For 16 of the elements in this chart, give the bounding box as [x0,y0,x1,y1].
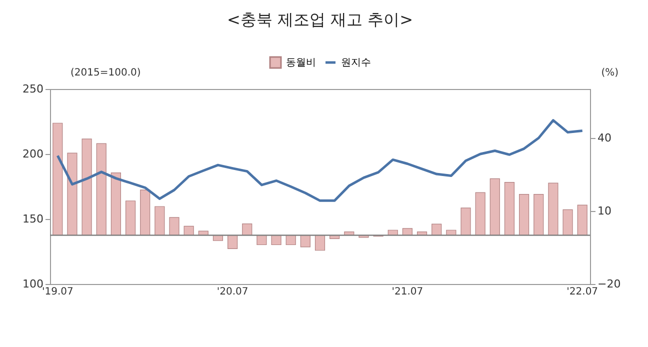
y2-tick-label: 40 [598,131,612,144]
chart-title: <충북 제조업 재고 추이> [226,10,414,29]
x-tick-label: '19.07 [42,286,74,298]
y-tick-label: 150 [22,212,44,226]
y-axis-title: (2015=100.0) [70,68,141,78]
y-tick-label: 100 [22,278,44,290]
y-tick-label: 200 [22,148,44,160]
x-tick-label: '20.07 [216,286,248,298]
y-tick-label: 250 [22,82,44,96]
x-tick-label: '22.07 [566,286,598,298]
y2-tick-label: −20 [598,278,621,290]
legend-label: 동월비 [286,58,316,68]
y2-tick-label: 10 [598,204,612,218]
y2-axis-title: (%) [601,68,619,78]
legend-label: 원지수 [341,58,371,68]
x-tick-label: '21.07 [392,286,424,298]
